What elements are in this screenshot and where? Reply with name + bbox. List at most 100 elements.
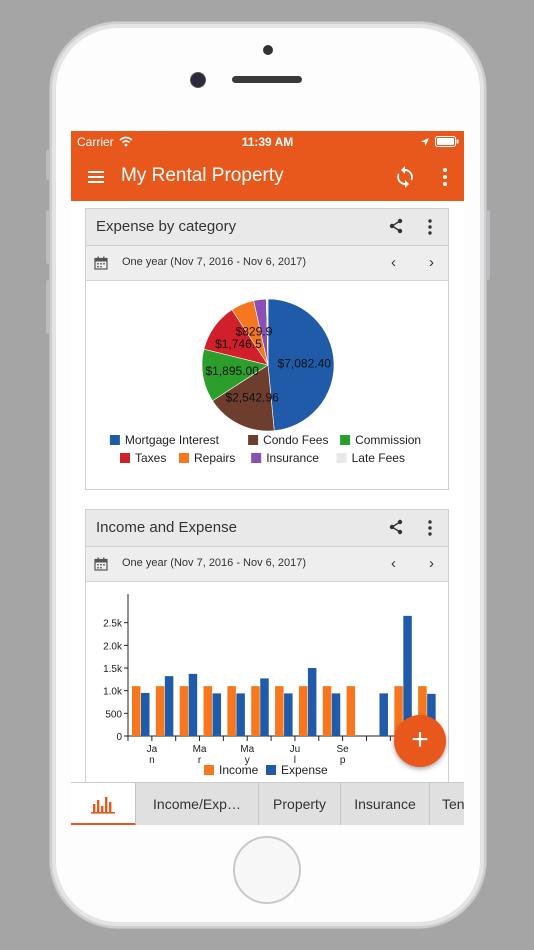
expense-bar <box>379 693 388 736</box>
legend-swatch <box>248 435 259 445</box>
income-expense-card: Income and Expense One year (Nov 7, 2016… <box>85 509 449 782</box>
share-icon[interactable] <box>388 519 404 535</box>
pie-slice <box>212 364 275 432</box>
calendar-icon <box>94 557 108 571</box>
legend-swatch <box>120 453 130 463</box>
x-tick-label: Se <box>336 744 349 755</box>
side-button-volume-up <box>46 210 50 264</box>
x-tick-label: n <box>149 755 155 766</box>
pie-slice <box>267 298 335 432</box>
income-expense-bar-chart: 05001.0k1.5k2.0k2.5kJanMarMayJulSepIncom… <box>103 594 439 777</box>
y-tick-label: 500 <box>105 709 122 720</box>
expense-bar <box>403 615 412 736</box>
app-bar: My Rental Property <box>71 153 464 201</box>
card-menu-icon[interactable] <box>422 218 438 236</box>
card-title: Expense by category <box>96 218 237 235</box>
carrier-label: Carrier <box>77 135 114 149</box>
income-bar <box>179 686 189 736</box>
expense-bar <box>164 676 174 736</box>
card-header: Expense by category <box>86 209 448 246</box>
date-range-text: One year (Nov 7, 2016 - Nov 6, 2017) <box>122 557 307 569</box>
front-camera <box>190 72 206 88</box>
tab-insurance[interactable]: Insurance <box>341 783 430 825</box>
home-button[interactable] <box>233 836 301 904</box>
date-range-bar: One year (Nov 7, 2016 - Nov 6, 2017) ‹ › <box>86 547 448 582</box>
calendar-icon <box>94 256 108 270</box>
expense-bar <box>307 668 317 736</box>
bottom-tab-bar: Income/Exp… Property Insurance Ten <box>71 782 464 825</box>
legend-swatch <box>179 453 189 463</box>
app-screen: Carrier 11:39 AM My Rental Property Expe… <box>71 131 464 825</box>
income-bar <box>203 686 213 736</box>
x-tick-label: Ma <box>193 744 207 755</box>
legend-swatch <box>336 453 347 463</box>
card-title: Income and Expense <box>96 519 237 536</box>
legend-label: Expense <box>281 763 328 777</box>
y-tick-label: 2.0k <box>103 641 123 652</box>
battery-icon <box>435 136 459 147</box>
chevron-left-icon[interactable]: ‹ <box>391 254 396 271</box>
y-tick-label: 1.0k <box>103 687 123 698</box>
x-tick-label: r <box>198 755 202 766</box>
add-fab-button[interactable]: + <box>394 715 446 767</box>
x-tick-label: Ju <box>290 744 301 755</box>
x-tick-label: Ma <box>240 744 254 755</box>
legend-label: Taxes <box>135 451 166 465</box>
tab-tenants[interactable]: Ten <box>430 783 464 825</box>
pie-data-label: $7,082.40 <box>278 356 332 370</box>
status-bar: Carrier 11:39 AM <box>71 131 464 153</box>
share-icon[interactable] <box>388 218 404 234</box>
legend-label: Commission <box>355 433 421 447</box>
date-range-text: One year (Nov 7, 2016 - Nov 6, 2017) <box>122 256 307 268</box>
legend-swatch <box>251 453 262 463</box>
y-tick-label: 1.5k <box>103 664 123 675</box>
tab-income-expense[interactable]: Income/Exp… <box>136 783 259 825</box>
income-bar <box>394 686 403 736</box>
expense-bar <box>212 693 222 736</box>
pie-data-label: $829.9 <box>236 325 273 339</box>
chevron-right-icon[interactable]: › <box>429 555 434 572</box>
income-bar <box>132 686 141 736</box>
pie-data-label: $1,746.5 <box>215 337 262 351</box>
app-title: My Rental Property <box>121 165 284 186</box>
x-tick-label: Ja <box>147 744 158 755</box>
card-menu-icon[interactable] <box>422 519 438 537</box>
legend-swatch <box>109 435 120 445</box>
earpiece-speaker <box>232 76 302 83</box>
expense-bar <box>188 673 198 736</box>
more-vert-icon[interactable] <box>433 165 457 189</box>
legend-swatch <box>340 435 351 445</box>
x-tick-label: p <box>340 755 346 766</box>
sync-icon[interactable] <box>393 165 417 189</box>
pie-data-label: $2,542.96 <box>225 391 279 405</box>
expense-bar <box>260 678 269 736</box>
chevron-left-icon[interactable]: ‹ <box>391 555 396 572</box>
legend-label: Repairs <box>194 451 235 465</box>
expense-bar <box>331 693 341 736</box>
side-button-power <box>486 210 490 280</box>
tab-dashboard[interactable] <box>71 783 136 825</box>
expense-bar <box>236 693 245 736</box>
hamburger-menu-icon[interactable] <box>87 167 107 187</box>
x-tick-label: l <box>294 755 296 766</box>
income-bar <box>227 686 236 736</box>
pie-slice <box>265 298 269 366</box>
legend-swatch <box>266 765 276 775</box>
income-bar <box>251 686 260 736</box>
wifi-icon <box>119 136 133 147</box>
legend-label: Mortgage Interest <box>125 433 220 447</box>
expense-pie-chart: $7,082.40 $2,542.96 $1,895.00 $1,746.5$829.… <box>109 298 421 465</box>
side-button-mute <box>46 150 50 180</box>
expense-bar <box>427 693 436 736</box>
bar-chart-icon <box>91 797 115 814</box>
x-tick-label: y <box>245 755 250 766</box>
dashboard-content[interactable]: Expense by category One year (Nov 7, 201… <box>71 201 464 782</box>
legend-label: Income <box>219 763 259 777</box>
chevron-right-icon[interactable]: › <box>429 254 434 271</box>
date-range-bar: One year (Nov 7, 2016 - Nov 6, 2017) ‹ › <box>86 246 448 281</box>
tab-property[interactable]: Property <box>259 783 341 825</box>
y-tick-label: 2.5k <box>103 619 123 630</box>
top-sensor <box>263 45 273 55</box>
card-header: Income and Expense <box>86 510 448 547</box>
y-tick-label: 0 <box>116 732 122 743</box>
